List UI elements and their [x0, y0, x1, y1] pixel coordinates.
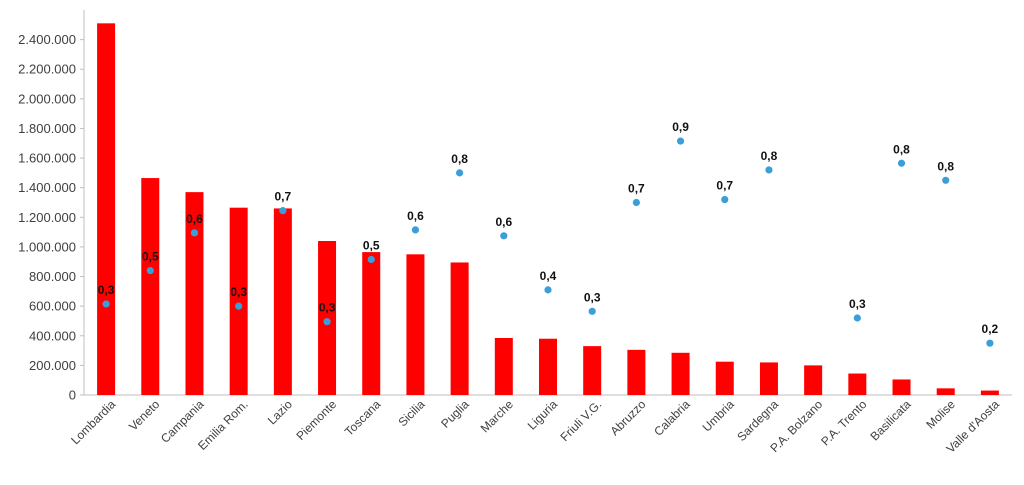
scatter-point: [986, 339, 994, 347]
scatter-series: [102, 137, 994, 347]
scatter-point: [765, 166, 773, 174]
x-tick-label: Puglia: [438, 397, 472, 431]
y-tick-label: 200.000: [29, 358, 76, 373]
scatter-point: [102, 300, 110, 308]
x-tick-label: Sardegna: [734, 397, 781, 444]
data-label: 0,4: [540, 269, 557, 283]
scatter-point: [279, 207, 287, 215]
scatter-point: [500, 232, 508, 240]
bar: [141, 178, 160, 395]
y-tick-label: 2.400.000: [18, 32, 76, 47]
x-tick-label: Sicilia: [395, 397, 427, 429]
y-tick-label: 2.200.000: [18, 62, 76, 77]
scatter-point: [367, 255, 375, 264]
bar: [273, 208, 292, 395]
bar: [450, 262, 469, 395]
scatter-point: [544, 286, 552, 294]
x-tick-label: Veneto: [126, 397, 163, 434]
data-label: 0,7: [275, 190, 292, 204]
y-tick-label: 1.800.000: [18, 121, 76, 136]
x-tick-label: Basilicata: [867, 397, 913, 443]
x-tick-label: Molise: [923, 397, 958, 432]
bar: [715, 361, 734, 395]
y-tick-label: 1.000.000: [18, 239, 76, 254]
y-tick-label: 1.600.000: [18, 151, 76, 166]
x-tick-label: Lazio: [265, 397, 295, 427]
scatter-point: [588, 307, 596, 315]
x-tick-label: P.A. Trento: [818, 397, 869, 448]
bar: [229, 207, 248, 395]
scatter-point: [676, 137, 685, 145]
scatter-point: [411, 226, 420, 234]
scatter-point: [721, 195, 729, 204]
bar: [494, 337, 513, 395]
data-label: 0,8: [937, 159, 954, 173]
bar-series: [97, 23, 999, 395]
x-tick-label: Friuli V.G.: [557, 397, 604, 444]
bar: [936, 388, 955, 395]
x-tick-label: Liguria: [525, 397, 561, 433]
data-labels: 0,3 0,5 0,6 0,3 0,7 0,3 0,5 0,6 0,8 0,6 0,4 0,3 0,7 0…: [98, 120, 999, 336]
bar: [627, 349, 646, 395]
chart-axes: 0 200.000 400.000 600.000 800.000 1.000.000 1.…: [18, 10, 1012, 403]
bar: [185, 192, 204, 395]
bar: [980, 390, 999, 395]
scatter-point: [456, 169, 464, 177]
data-label: 0,6: [495, 215, 512, 229]
data-label: 0,3: [849, 297, 866, 311]
data-label: 0,8: [893, 142, 910, 156]
x-tick-label: Umbria: [700, 397, 737, 434]
data-label: 0,2: [982, 322, 999, 336]
scatter-point: [323, 318, 331, 326]
scatter-point: [853, 314, 861, 322]
bar: [892, 379, 911, 395]
data-label: 0,3: [319, 301, 336, 315]
bar: [539, 338, 557, 395]
scatter-point: [190, 229, 199, 237]
data-label: 0,6: [186, 212, 203, 226]
x-tick-label: Abruzzo: [607, 397, 648, 438]
y-tick-label: 400.000: [29, 328, 76, 343]
y-tick-label: 600.000: [29, 299, 76, 314]
bar: [671, 352, 690, 395]
scatter-point: [235, 302, 243, 310]
bar: [583, 346, 602, 395]
y-tick-label: 2.000.000: [18, 91, 76, 106]
scatter-point: [897, 159, 906, 167]
x-tick-label: Piemonte: [293, 397, 339, 443]
bar: [406, 254, 425, 395]
data-label: 0,8: [451, 152, 468, 166]
data-label: 0,8: [761, 149, 778, 163]
bar: [848, 373, 867, 395]
x-tick-label: Calabria: [651, 397, 693, 439]
data-label: 0,9: [672, 120, 689, 134]
bar: [318, 241, 337, 395]
scatter-point: [632, 198, 640, 207]
bar: [759, 362, 778, 395]
data-label: 0,6: [407, 209, 424, 223]
scatter-point: [942, 176, 950, 184]
bar: [804, 365, 823, 395]
data-label: 0,3: [98, 283, 115, 297]
data-label: 0,7: [716, 179, 733, 193]
x-tick-label: Marche: [478, 397, 516, 435]
bar: [362, 252, 381, 395]
y-tick-label: 800.000: [29, 269, 76, 284]
y-tick-label: 0: [69, 388, 76, 403]
x-tick-label: Lombardia: [68, 397, 118, 447]
bar: [97, 23, 116, 395]
data-label: 0,5: [363, 239, 380, 253]
data-label: 0,3: [230, 285, 247, 299]
scatter-point: [146, 267, 154, 275]
y-tick-label: 1.200.000: [18, 210, 76, 225]
data-label: 0,7: [628, 182, 645, 196]
x-tick-label: Toscana: [342, 397, 384, 439]
data-label: 0,3: [584, 290, 601, 304]
data-label: 0,5: [142, 250, 159, 264]
y-tick-label: 1.400.000: [18, 180, 76, 195]
